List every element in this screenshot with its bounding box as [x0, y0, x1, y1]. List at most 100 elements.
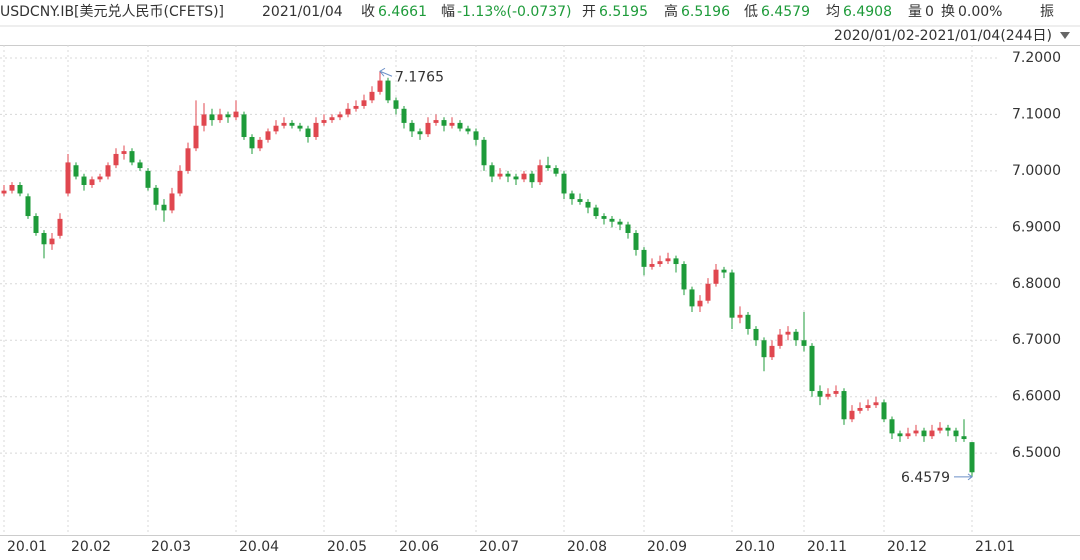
candle-body [81, 176, 87, 185]
volume-label: 量 [908, 4, 922, 20]
candle-body [193, 125, 199, 149]
candle-body [593, 207, 599, 217]
candle-body [217, 114, 223, 121]
candle-body [281, 122, 287, 126]
y-tick-label: 7.0000 [1012, 163, 1061, 179]
candle-body [257, 139, 263, 149]
candle-body [161, 204, 167, 211]
candle-body [889, 419, 895, 434]
close-value: 6.4661 [378, 4, 427, 20]
candle-body [689, 289, 695, 307]
symbol: USDCNY.IB[美元兑人民币(CFETS)] [0, 4, 224, 20]
candle-body [105, 165, 111, 177]
low-label: 低 [744, 4, 758, 20]
candle-body [881, 402, 887, 420]
candle-body [17, 185, 23, 194]
candle-body [145, 170, 151, 188]
open-value: 6.5195 [599, 4, 648, 20]
y-tick-label: 7.1000 [1012, 106, 1061, 122]
candle-body [921, 430, 927, 437]
candle-body [809, 345, 815, 392]
candle-body [289, 122, 295, 126]
candle-body [57, 218, 63, 236]
high-annotation: 7.1765 [395, 69, 444, 85]
candle-body [153, 187, 159, 205]
candle-body [185, 148, 191, 171]
candle-body [785, 331, 791, 335]
y-tick-label: 7.2000 [1012, 50, 1061, 66]
candle-body [209, 114, 215, 121]
candle-body [481, 139, 487, 166]
candle-body [649, 264, 655, 267]
candle-body [265, 131, 271, 140]
candle-body [793, 331, 799, 341]
candle-body [489, 165, 495, 177]
candle-body [657, 261, 663, 265]
candle-body [873, 402, 879, 406]
low-annotation: 6.4579 [901, 470, 950, 486]
candle-body [769, 345, 775, 358]
candle-body [73, 165, 79, 177]
candle-body [633, 232, 639, 250]
candle-body [353, 105, 359, 109]
candle-body [721, 269, 727, 273]
close-label: 收 [361, 4, 375, 20]
candle-body [329, 117, 335, 121]
candle-body [361, 100, 367, 106]
y-tick-label: 6.6000 [1012, 389, 1061, 405]
candle-body [449, 122, 455, 126]
candle-body [337, 114, 343, 118]
candle-body [753, 328, 759, 341]
candle-body [841, 391, 847, 420]
candle-body [833, 391, 839, 394]
candle-body [897, 433, 903, 437]
y-tick-label: 6.7000 [1012, 332, 1061, 348]
high-arrow [379, 67, 393, 77]
candle-body [113, 153, 119, 166]
candle-body [665, 258, 671, 262]
dropdown-icon[interactable] [1060, 32, 1070, 39]
candle-body [273, 125, 279, 132]
candle-body [713, 269, 719, 284]
candle-body [505, 173, 511, 177]
candle-body [537, 165, 543, 183]
candle-body [465, 128, 471, 132]
period[interactable]: 2020/01/02-2021/01/04(244日) [834, 28, 1052, 44]
candle-body [201, 114, 207, 126]
candle-body [177, 170, 183, 194]
candle-body [9, 185, 15, 191]
candle-body [1, 190, 7, 194]
candle-body [425, 122, 431, 135]
x-tick-label: 20.03 [151, 539, 191, 555]
candle-body [297, 125, 303, 129]
candle-body [553, 168, 559, 174]
candle-body [233, 111, 239, 118]
candle-body [33, 216, 39, 233]
candle-body [345, 108, 351, 115]
candle-body [513, 176, 519, 180]
candle-body [961, 436, 967, 440]
candle-body [969, 442, 975, 473]
candle-body [825, 393, 831, 397]
candle-body [953, 430, 959, 437]
avg-value: 6.4908 [843, 4, 892, 20]
candle-body [601, 216, 607, 219]
candle-body [321, 120, 327, 123]
x-tick-label: 20.01 [7, 539, 47, 555]
date: 2021/01/04 [262, 4, 343, 20]
candle-body [377, 80, 383, 92]
candle-body [617, 221, 623, 225]
candle-body [313, 122, 319, 138]
candle-body [121, 151, 127, 154]
candle-body [673, 258, 679, 265]
candle-body [41, 232, 47, 245]
candle-body [65, 162, 71, 194]
candle-body [25, 196, 31, 217]
y-tick-label: 6.9000 [1012, 219, 1061, 235]
candle-body [241, 114, 247, 138]
turnover-label: 换 [941, 3, 955, 20]
candle-body [433, 120, 439, 123]
candle-body [393, 100, 399, 109]
candle-body [521, 173, 527, 180]
